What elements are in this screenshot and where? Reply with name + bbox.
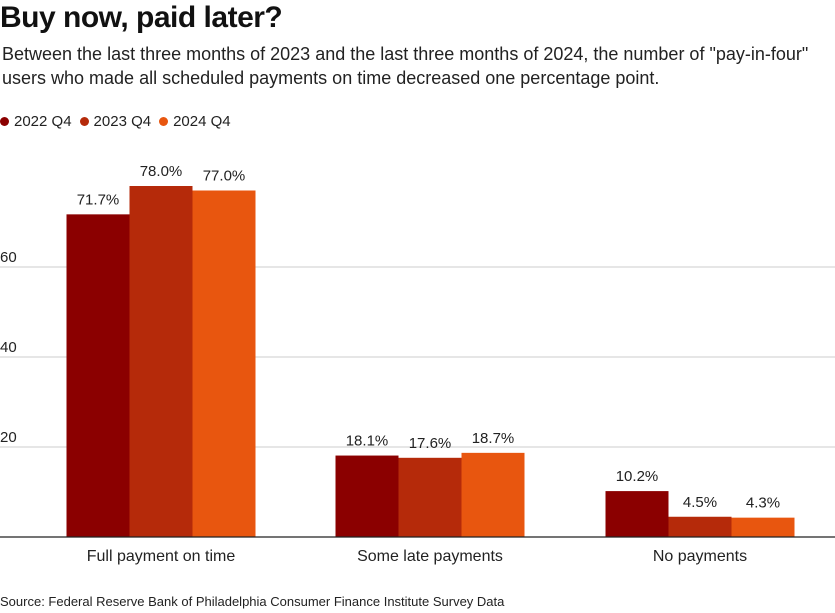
y-tick-label-20: 20 [0, 429, 17, 446]
data-label-2024-q4-2: 4.3% [746, 495, 780, 512]
bar-2023-q4-2 [668, 516, 732, 537]
legend-label-2023: 2023 Q4 [93, 113, 152, 130]
data-label-2023-q4-1: 17.6% [409, 435, 452, 452]
y-tick-label-60: 60 [0, 249, 17, 266]
data-label-2024-q4-0: 77.0% [203, 168, 246, 185]
data-label-2022-q4-1: 18.1% [346, 433, 389, 450]
chart-subtitle: Between the last three months of 2023 an… [2, 44, 809, 88]
data-label-2024-q4-1: 18.7% [472, 430, 515, 447]
bar-2023-q4-1 [398, 457, 462, 537]
chart-title: Buy now, paid later? [0, 1, 283, 34]
x-tick-label-0: Full payment on time [87, 548, 236, 565]
data-label-2022-q4-2: 10.2% [616, 468, 659, 485]
bar-2024-q4-0 [192, 190, 256, 537]
x-tick-label-2: No payments [653, 548, 747, 565]
legend-label-2024: 2024 Q4 [173, 113, 231, 130]
bar-2023-q4-0 [129, 186, 193, 537]
legend-label-2022: 2022 Q4 [14, 113, 72, 130]
legend-item-2022: 2022 Q4 [0, 113, 72, 130]
bar-2024-q4-1 [461, 452, 525, 537]
data-label-2023-q4-0: 78.0% [140, 163, 183, 180]
legend-dot-2024-icon [159, 117, 169, 126]
legend-item-2024: 2024 Q4 [159, 113, 231, 130]
legend-dot-2023-icon [79, 117, 89, 126]
y-tick-label-40: 40 [0, 339, 17, 356]
bar-2022-q4-1 [335, 455, 399, 537]
x-tick-label-1: Some late payments [357, 548, 503, 565]
bar-2024-q4-2 [731, 517, 795, 537]
data-label-2022-q4-0: 71.7% [77, 191, 120, 208]
legend-item-2023: 2023 Q4 [79, 113, 152, 130]
legend-dot-2022-icon [0, 117, 9, 126]
bar-2022-q4-0 [66, 214, 130, 537]
source-note: Source: Federal Reserve Bank of Philadel… [0, 594, 505, 609]
legend: 2022 Q4 2023 Q4 2024 Q4 [0, 113, 239, 130]
bar-2022-q4-2 [605, 491, 669, 537]
data-label-2023-q4-2: 4.5% [683, 494, 717, 511]
